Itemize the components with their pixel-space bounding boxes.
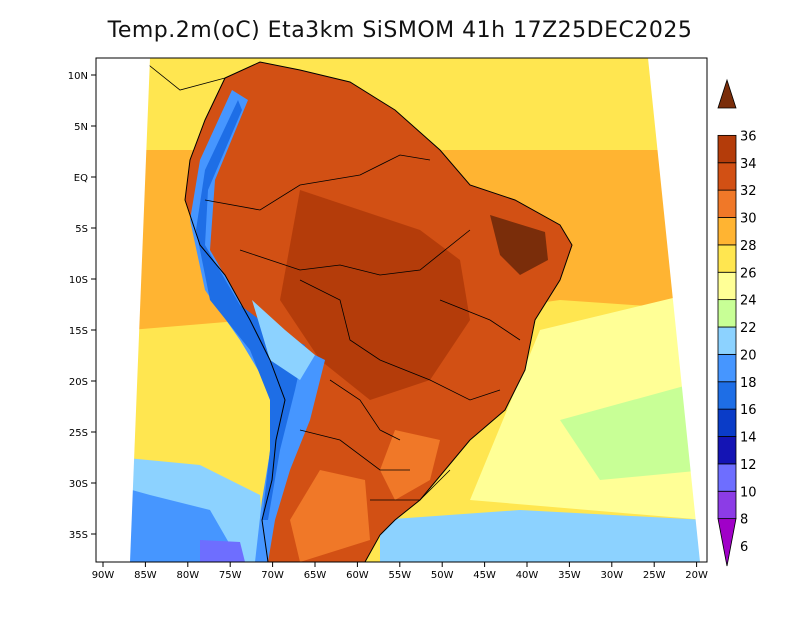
colorbar-segment — [717, 463, 737, 492]
lon-label: 90W — [92, 570, 115, 581]
andes-colder-band — [196, 100, 305, 520]
colorbar-segment — [717, 436, 737, 465]
colorbar-label: 22 — [740, 321, 757, 336]
colorbar-segment — [717, 78, 737, 109]
map-frame — [95, 57, 708, 563]
longitude-axis: 90W 85W 80W 75W 70W 65W 60W 55W 50W 45W 40W 35W 30W 2… — [92, 562, 708, 581]
lat-label: 35S — [69, 530, 88, 541]
projection-mask-right — [648, 58, 707, 562]
colorbar-segment — [717, 353, 737, 383]
cool-ocean-east — [560, 380, 706, 480]
colorbar-label: 36 — [740, 129, 757, 144]
colorbar-label: 20 — [740, 348, 757, 363]
map-title: Temp.2m(oC) Eta3km SiSMOM 41h 17Z25DEC20… — [107, 18, 693, 43]
lon-label: 85W — [134, 570, 157, 581]
colorbar-label: 14 — [740, 431, 757, 446]
lat-label: 20S — [69, 377, 88, 388]
south-brazil-warm — [380, 430, 440, 500]
lon-label: 35W — [558, 570, 581, 581]
coastline-west — [184, 77, 286, 562]
colorbar-segment — [717, 299, 737, 328]
colorbar-label: 34 — [740, 157, 757, 172]
hottest-northeast — [490, 215, 548, 275]
colorbar-label: 6 — [740, 540, 748, 555]
colorbar-label: 8 — [740, 513, 748, 528]
lat-label: 25S — [69, 428, 88, 439]
lat-label: 10S — [69, 275, 88, 286]
colorbar-segment — [717, 189, 737, 218]
lon-label: 20W — [685, 570, 708, 581]
latitude-axis: 10N 5N EQ 5S 10S 15S 20S 25S 30S 35S — [68, 71, 96, 541]
lon-label: 40W — [516, 570, 539, 581]
lat-label: 10N — [68, 71, 88, 82]
colorbar-segment — [717, 381, 737, 410]
lon-label: 60W — [346, 570, 369, 581]
lon-label: 45W — [473, 570, 496, 581]
colorbar-label: 16 — [740, 403, 757, 418]
lon-label: 30W — [600, 570, 623, 581]
colorbar-label: 30 — [740, 212, 757, 227]
colorbar-segment — [717, 271, 737, 301]
central-america-coast — [139, 58, 226, 91]
lat-label: EQ — [74, 173, 88, 184]
lon-label: 70W — [261, 570, 284, 581]
cold-ocean-south — [380, 510, 706, 562]
lon-label: 50W — [431, 570, 454, 581]
colorbar-segment — [717, 162, 737, 191]
colorbar-segment — [717, 326, 737, 355]
colorbar-label: 10 — [740, 485, 757, 500]
lon-label: 75W — [219, 570, 242, 581]
lat-label: 5N — [74, 122, 88, 133]
coastline-east — [224, 61, 573, 562]
colorbar-segment — [717, 244, 737, 273]
colorbar-label: 24 — [740, 294, 757, 309]
lat-label: 30S — [69, 479, 88, 490]
lat-label: 15S — [69, 326, 88, 337]
map-field — [96, 58, 707, 562]
country-borders — [204, 154, 521, 501]
colorbar-label: 28 — [740, 239, 757, 254]
colorbar-segment — [717, 408, 737, 437]
colorbar-label: 18 — [740, 376, 757, 391]
colorbar: 6 8 10 12 14 16 18 20 22 24 26 28 30 32 34 36 — [717, 78, 757, 567]
projection-mask-left — [96, 58, 150, 562]
colorbar-segment — [717, 490, 737, 520]
coldest-spot — [200, 540, 245, 562]
lon-label: 55W — [388, 570, 411, 581]
lon-label: 80W — [176, 570, 199, 581]
colorbar-label: 12 — [740, 458, 757, 473]
lon-label: 25W — [643, 570, 666, 581]
colorbar-segment — [717, 217, 737, 246]
argentina-warm — [290, 470, 370, 562]
colorbar-label: 26 — [740, 266, 757, 281]
colorbar-segment — [717, 518, 737, 567]
colorbar-segment — [717, 134, 737, 164]
colorbar-label: 32 — [740, 184, 757, 199]
lat-label: 5S — [75, 224, 88, 235]
lon-label: 65W — [304, 570, 327, 581]
altiplano — [252, 300, 315, 380]
hot-interior — [280, 190, 470, 400]
